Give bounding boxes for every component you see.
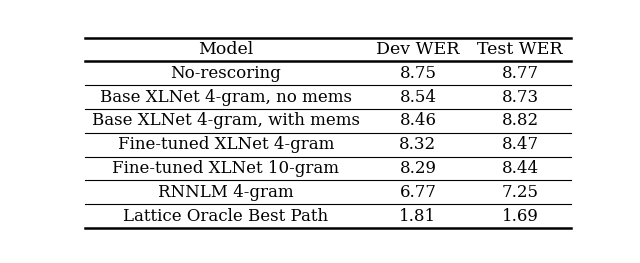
Text: 8.82: 8.82	[501, 112, 539, 129]
Text: 1.81: 1.81	[399, 208, 436, 225]
Text: Lattice Oracle Best Path: Lattice Oracle Best Path	[124, 208, 328, 225]
Text: 8.32: 8.32	[399, 136, 436, 153]
Text: Dev WER: Dev WER	[376, 41, 460, 58]
Text: 8.44: 8.44	[501, 160, 539, 177]
Text: 1.69: 1.69	[502, 208, 538, 225]
Text: 8.46: 8.46	[399, 112, 436, 129]
Text: 7.25: 7.25	[502, 184, 538, 201]
Text: Fine-tuned XLNet 10-gram: Fine-tuned XLNet 10-gram	[113, 160, 339, 177]
Text: 6.77: 6.77	[399, 184, 436, 201]
Text: 8.75: 8.75	[399, 65, 436, 82]
Text: Base XLNet 4-gram, with mems: Base XLNet 4-gram, with mems	[92, 112, 360, 129]
Text: 8.77: 8.77	[501, 65, 539, 82]
Text: 8.29: 8.29	[399, 160, 436, 177]
Text: Fine-tuned XLNet 4-gram: Fine-tuned XLNet 4-gram	[118, 136, 334, 153]
Text: Model: Model	[198, 41, 253, 58]
Text: 8.54: 8.54	[399, 89, 436, 106]
Text: 8.73: 8.73	[501, 89, 539, 106]
Text: Base XLNet 4-gram, no mems: Base XLNet 4-gram, no mems	[100, 89, 352, 106]
Text: RNNLM 4-gram: RNNLM 4-gram	[158, 184, 294, 201]
Text: No-rescoring: No-rescoring	[170, 65, 282, 82]
Text: 8.47: 8.47	[501, 136, 539, 153]
Text: Test WER: Test WER	[477, 41, 563, 58]
